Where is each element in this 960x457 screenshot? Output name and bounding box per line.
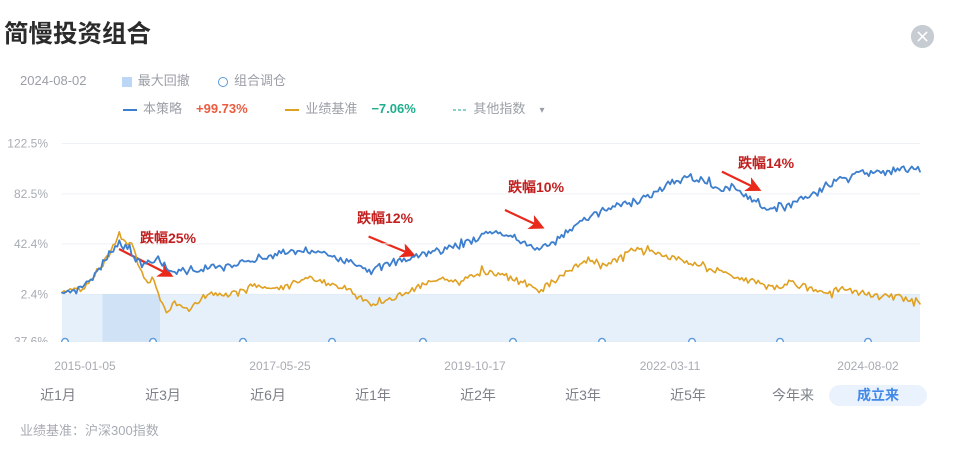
svg-text:122.5%: 122.5% bbox=[7, 137, 48, 151]
svg-text:42.4%: 42.4% bbox=[14, 237, 48, 251]
svg-text:-37.6%: -37.6% bbox=[10, 335, 48, 342]
svg-text:82.5%: 82.5% bbox=[14, 187, 48, 201]
svg-text:2.4%: 2.4% bbox=[21, 287, 49, 301]
